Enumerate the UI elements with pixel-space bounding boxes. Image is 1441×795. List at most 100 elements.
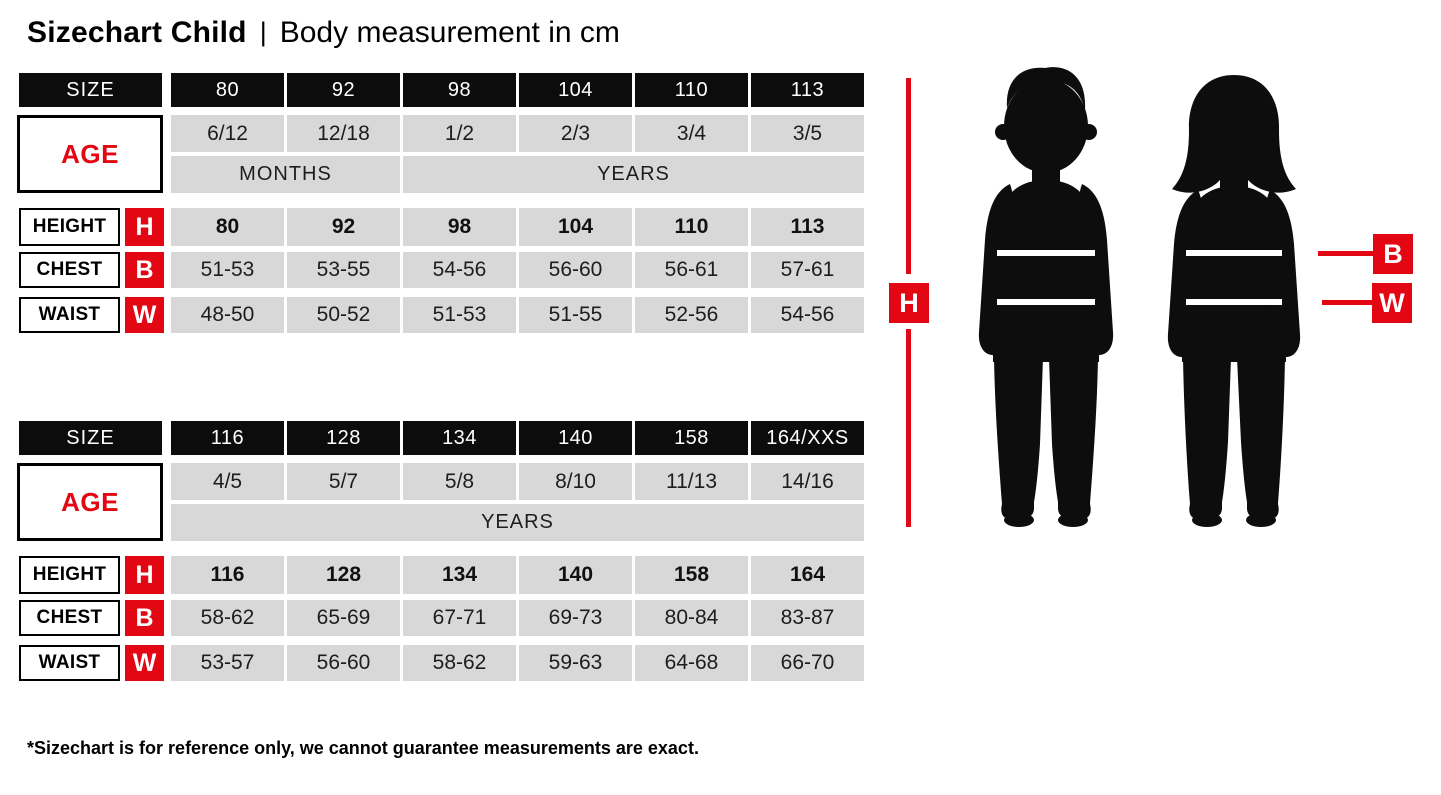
- size-row: 80 92 98 104 110 113: [171, 73, 864, 107]
- size-table-small: SIZE AGE HEIGHT H CHEST B WAIST W 80 92 …: [17, 73, 868, 335]
- waist-cell: 48-50: [171, 297, 284, 333]
- age-cell: 12/18: [287, 115, 400, 152]
- age-cell: 5/8: [403, 463, 516, 500]
- chest-cell: 58-62: [171, 600, 284, 636]
- height-row: 80 92 98 104 110 113: [171, 208, 864, 246]
- age-cell: 6/12: [171, 115, 284, 152]
- size-cell: 116: [171, 421, 284, 455]
- size-header-label: SIZE: [19, 73, 162, 107]
- chest-cell: 54-56: [403, 252, 516, 288]
- age-cell: 14/16: [751, 463, 864, 500]
- chest-row: 58-62 65-69 67-71 69-73 80-84 83-87: [171, 600, 864, 636]
- size-cell: 113: [751, 73, 864, 107]
- waist-cell: 58-62: [403, 645, 516, 681]
- height-cell: 110: [635, 208, 748, 246]
- chest-row: 51-53 53-55 54-56 56-60 56-61 57-61: [171, 252, 864, 288]
- age-cell: 4/5: [171, 463, 284, 500]
- waist-badge: W: [125, 297, 164, 333]
- size-row: 116 128 134 140 158 164/XXS: [171, 421, 864, 455]
- chest-cell: 80-84: [635, 600, 748, 636]
- height-cell: 113: [751, 208, 864, 246]
- size-cell: 110: [635, 73, 748, 107]
- height-cell: 92: [287, 208, 400, 246]
- waist-cell: 64-68: [635, 645, 748, 681]
- waist-cell: 56-60: [287, 645, 400, 681]
- size-cell: 80: [171, 73, 284, 107]
- boy-silhouette: [978, 67, 1114, 527]
- waist-pointer-line: [1322, 300, 1372, 305]
- height-cell: 164: [751, 556, 864, 594]
- chest-cell: 53-55: [287, 252, 400, 288]
- height-badge: H: [125, 556, 164, 594]
- height-label: HEIGHT: [19, 556, 120, 594]
- figure-height-badge: H: [889, 283, 929, 323]
- title-main: Sizechart Child: [27, 16, 247, 49]
- height-cell: 158: [635, 556, 748, 594]
- waist-cell: 53-57: [171, 645, 284, 681]
- size-table-large: SIZE AGE HEIGHT H CHEST B WAIST W 116 12…: [17, 421, 868, 683]
- figure-chest-badge: B: [1373, 234, 1413, 274]
- waist-cell: 52-56: [635, 297, 748, 333]
- size-cell: 140: [519, 421, 632, 455]
- age-cell: 3/5: [751, 115, 864, 152]
- age-cell: 3/4: [635, 115, 748, 152]
- footnote: *Sizechart is for reference only, we can…: [27, 738, 699, 758]
- chest-cell: 51-53: [171, 252, 284, 288]
- title-subtitle: Body measurement in cm: [279, 16, 620, 49]
- age-unit-row: YEARS: [171, 504, 864, 541]
- size-cell: 104: [519, 73, 632, 107]
- waist-cell: 54-56: [751, 297, 864, 333]
- page-title: Sizechart Child | Body measurement in cm: [27, 16, 620, 50]
- years-unit-cell: YEARS: [403, 156, 864, 193]
- height-measure-line-top: [906, 78, 911, 274]
- age-cell: 11/13: [635, 463, 748, 500]
- size-cell: 164/XXS: [751, 421, 864, 455]
- figure-waist-badge: W: [1372, 283, 1412, 323]
- chest-badge: B: [125, 600, 164, 636]
- waist-row: 53-57 56-60 58-62 59-63 64-68 66-70: [171, 645, 864, 681]
- chest-pointer-line: [1318, 251, 1373, 256]
- chest-cell: 56-60: [519, 252, 632, 288]
- chest-cell: 65-69: [287, 600, 400, 636]
- height-badge: H: [125, 208, 164, 246]
- height-cell: 116: [171, 556, 284, 594]
- size-cell: 128: [287, 421, 400, 455]
- chest-badge: B: [125, 252, 164, 288]
- size-cell: 158: [635, 421, 748, 455]
- height-cell: 140: [519, 556, 632, 594]
- waist-cell: 59-63: [519, 645, 632, 681]
- size-cell: 134: [403, 421, 516, 455]
- size-cell: 98: [403, 73, 516, 107]
- waist-label: WAIST: [19, 297, 120, 333]
- chest-cell: 56-61: [635, 252, 748, 288]
- chest-cell: 57-61: [751, 252, 864, 288]
- height-row: 116 128 134 140 158 164: [171, 556, 864, 594]
- waist-cell: 51-53: [403, 297, 516, 333]
- height-cell: 80: [171, 208, 284, 246]
- chest-cell: 83-87: [751, 600, 864, 636]
- waist-cell: 50-52: [287, 297, 400, 333]
- waist-cell: 66-70: [751, 645, 864, 681]
- height-cell: 98: [403, 208, 516, 246]
- chest-cell: 67-71: [403, 600, 516, 636]
- age-row: 6/12 12/18 1/2 2/3 3/4 3/5: [171, 115, 864, 152]
- months-unit-cell: MONTHS: [171, 156, 400, 193]
- chest-label: CHEST: [19, 252, 120, 288]
- waist-row: 48-50 50-52 51-53 51-55 52-56 54-56: [171, 297, 864, 333]
- age-cell: 2/3: [519, 115, 632, 152]
- size-header-label: SIZE: [19, 421, 162, 455]
- waist-badge: W: [125, 645, 164, 681]
- height-cell: 104: [519, 208, 632, 246]
- girl-silhouette: [1167, 75, 1301, 527]
- years-unit-cell: YEARS: [171, 504, 864, 541]
- age-label-box: AGE: [17, 115, 163, 193]
- age-label-box: AGE: [17, 463, 163, 541]
- age-row: 4/5 5/7 5/8 8/10 11/13 14/16: [171, 463, 864, 500]
- title-separator: |: [259, 17, 267, 47]
- height-measure-line-bottom: [906, 329, 911, 527]
- waist-label: WAIST: [19, 645, 120, 681]
- age-cell: 5/7: [287, 463, 400, 500]
- age-cell: 8/10: [519, 463, 632, 500]
- age-unit-row: MONTHS YEARS: [171, 156, 864, 193]
